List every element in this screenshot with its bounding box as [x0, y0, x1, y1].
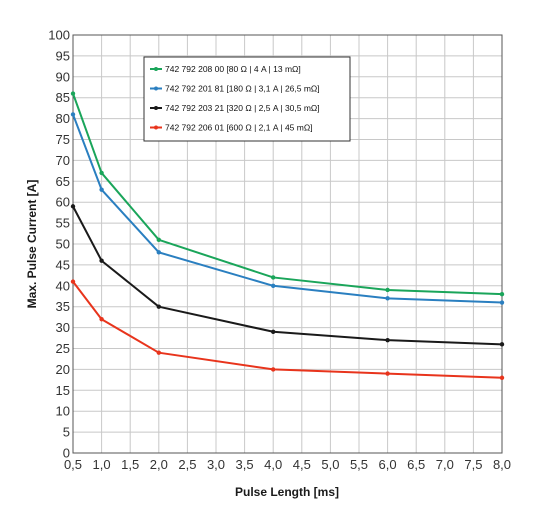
x-tick-label: 7,5 [464, 457, 482, 472]
x-tick-label: 8,0 [493, 457, 511, 472]
x-tick-label: 3,5 [236, 457, 254, 472]
data-point-1 [271, 283, 276, 288]
y-tick-label: 80 [56, 111, 70, 126]
data-point-3 [70, 279, 76, 284]
x-axis-title: Pulse Length [ms] [235, 485, 339, 499]
data-point-3 [499, 375, 505, 380]
x-tick-labels: 0,5 1,0 1,5 2,0 2,5 3,0 3,5 4,0 4,5 5,0 5,5 6,0 6,5 7… [64, 457, 511, 472]
legend-label: 742 792 203 21 [320 Ω | 2,5 A | 30,5 mΩ] [165, 103, 320, 113]
y-tick-label: 55 [56, 216, 70, 231]
y-tick-label: 30 [56, 320, 70, 335]
y-tick-label: 95 [56, 48, 70, 63]
x-tick-label: 6,5 [407, 457, 425, 472]
data-point-0 [385, 287, 390, 293]
y-tick-label: 10 [56, 404, 70, 419]
y-tick-label: 70 [56, 153, 70, 168]
y-tick-label: 75 [56, 132, 70, 147]
data-point-1 [499, 300, 505, 305]
x-tick-label: 3,0 [207, 457, 225, 472]
x-tick-label: 2,0 [150, 457, 168, 472]
y-tick-label: 50 [56, 237, 70, 252]
data-point-0 [156, 237, 161, 243]
y-tick-labels: 0 5 10 15 20 25 30 35 40 45 50 55 60 65 70 75 80 85 90 95 10… [48, 28, 70, 461]
x-tick-label: 1,0 [93, 457, 111, 472]
series-line-0 [72, 93, 503, 296]
y-tick-label: 65 [56, 174, 70, 189]
data-point-3 [271, 367, 276, 372]
legend-swatch-marker [154, 106, 158, 110]
data-point-1 [70, 112, 76, 117]
data-point-0 [70, 91, 76, 96]
y-tick-label: 0 [63, 446, 70, 461]
legend-swatch-marker [154, 86, 158, 91]
y-tick-label: 60 [56, 195, 70, 210]
x-tick-label: 6,0 [379, 457, 397, 472]
series-line-1 [72, 114, 503, 304]
data-point-2 [271, 329, 276, 334]
data-point-2 [70, 204, 76, 209]
y-tick-label: 45 [56, 257, 70, 272]
data-point-1 [385, 296, 390, 301]
data-point-0 [271, 275, 276, 280]
x-tick-label: 4,0 [264, 457, 282, 472]
y-tick-label: 40 [56, 278, 70, 293]
y-tick-label: 25 [56, 341, 70, 356]
legend-box [143, 56, 351, 142]
y-tick-label: 85 [56, 90, 70, 105]
data-point-2 [385, 337, 390, 343]
legend-label: 742 792 201 81 [180 Ω | 3,1 A | 26,5 mΩ] [165, 84, 320, 94]
series-line-3 [72, 281, 503, 379]
x-tick-label: 4,5 [293, 457, 311, 472]
data-point-3 [385, 371, 390, 376]
series-lines [70, 91, 505, 380]
data-point-1 [156, 250, 161, 255]
y-tick-label: 5 [63, 425, 70, 440]
y-axis-title: Max. Pulse Current [A] [25, 180, 39, 309]
x-tick-label: 5,0 [321, 457, 339, 472]
y-tick-label: 15 [56, 383, 70, 398]
x-tick-label: 0,5 [64, 457, 82, 472]
data-point-2 [499, 342, 505, 347]
data-point-1 [99, 187, 104, 192]
y-tick-label: 20 [56, 362, 70, 377]
x-tick-label: 1,5 [121, 457, 139, 472]
series-line-2 [72, 205, 503, 346]
data-point-2 [99, 258, 104, 263]
legend-label: 742 792 208 00 [80 Ω | 4 A | 13 mΩ] [165, 64, 301, 74]
plot-frame [72, 34, 503, 454]
data-point-0 [499, 291, 505, 297]
y-tick-label: 100 [48, 28, 70, 43]
x-tick-label: 2,5 [178, 457, 196, 472]
data-point-2 [156, 304, 161, 309]
legend-label: 742 792 206 01 [600 Ω | 2,1 A | 45 mΩ] [165, 123, 313, 133]
legend: 742 792 208 00 [80 Ω | 4 A | 13 mΩ] 742 7… [143, 56, 351, 142]
data-point-3 [99, 317, 104, 322]
x-tick-label: 5,5 [350, 457, 368, 472]
y-tick-label: 90 [56, 69, 70, 84]
data-point-3 [156, 350, 161, 355]
x-tick-label: 7,0 [436, 457, 454, 472]
y-tick-label: 35 [56, 299, 70, 314]
legend-swatch-marker [154, 67, 158, 71]
legend-swatch-marker [154, 125, 158, 130]
data-point-0 [99, 170, 104, 176]
